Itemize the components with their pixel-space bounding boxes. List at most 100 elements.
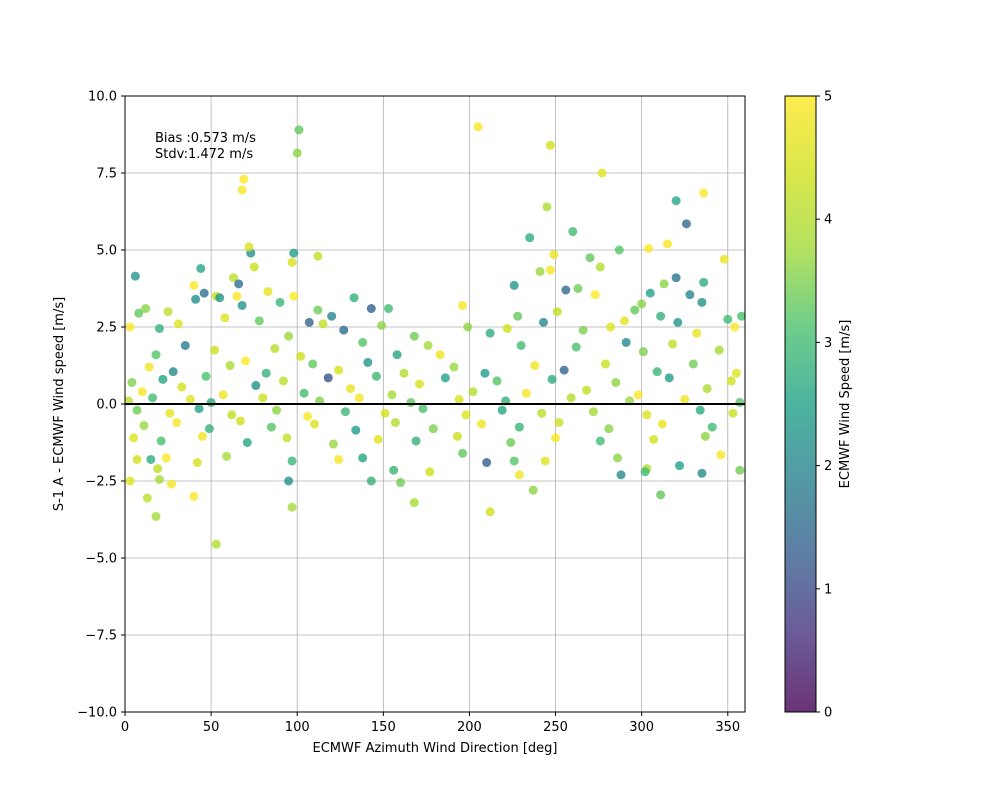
scatter-point: [597, 168, 607, 178]
scatter-point: [346, 384, 356, 394]
scatter-point: [477, 419, 486, 429]
colorbar-label: ECMWF Wind Speed [m/s]: [838, 320, 853, 489]
scatter-point: [652, 367, 662, 377]
x-tick-label: 250: [543, 720, 568, 735]
scatter-point: [229, 273, 238, 283]
scatter-point: [547, 374, 557, 384]
scatter-point: [621, 337, 631, 347]
scatter-point: [630, 305, 640, 315]
scatter-point: [225, 361, 235, 370]
scatter-point: [127, 377, 137, 387]
scatter-point: [657, 419, 667, 429]
scatter-point: [201, 371, 211, 381]
scatter-point: [668, 339, 678, 349]
scatter-point: [373, 434, 383, 444]
colorbar-tick-label: 5: [824, 90, 832, 105]
scatter-point: [409, 498, 419, 508]
x-tick-label: 150: [371, 720, 396, 735]
colorbar-axis: 0 1 2 3 4 5: [816, 90, 832, 721]
colorbar-tick-label: 4: [824, 213, 832, 228]
scatter-point: [535, 267, 545, 277]
scatter-point: [731, 368, 741, 378]
scatter-point: [452, 431, 462, 441]
scatter-point: [354, 393, 364, 403]
scatter-point: [239, 174, 249, 184]
scatter-point: [728, 408, 738, 418]
scatter-point: [645, 288, 655, 298]
scatter-point: [270, 344, 280, 354]
scatter-point: [220, 313, 230, 323]
scatter-point: [585, 253, 595, 263]
scatter-point: [358, 337, 368, 347]
scatter-point: [165, 408, 175, 418]
scatter-point: [616, 470, 626, 480]
scatter-point: [514, 470, 524, 480]
scatter-point: [595, 436, 605, 446]
y-tick-label: 7.5: [96, 167, 117, 182]
y-tick-label: −10.0: [77, 706, 117, 721]
scatter-point: [611, 377, 621, 387]
scatter-point: [351, 425, 361, 435]
scatter-point: [440, 373, 450, 383]
scatter-point: [130, 271, 140, 281]
colorbar-tick-label: 0: [824, 706, 832, 721]
scatter-point: [339, 325, 349, 335]
scatter-point: [222, 451, 232, 461]
scatter-point: [304, 317, 314, 327]
scatter-point: [308, 359, 318, 369]
scatter-point: [287, 456, 297, 466]
scatter-point: [349, 293, 359, 303]
scatter-point: [688, 359, 698, 369]
colorbar: [785, 96, 816, 712]
scatter-point: [363, 357, 373, 367]
scatter-point: [292, 148, 302, 158]
scatter-point: [185, 394, 195, 404]
scatter-point: [663, 239, 672, 249]
x-axis-label: ECMWF Azimuth Wind Direction [deg]: [313, 741, 558, 756]
scatter-point: [154, 324, 164, 334]
scatter-point: [582, 385, 592, 395]
scatter-point: [158, 374, 168, 384]
scatter-point: [509, 456, 519, 466]
scatter-point: [380, 408, 390, 418]
scatter-point: [614, 245, 624, 255]
scatter-point: [194, 404, 204, 414]
scatter-point: [425, 467, 435, 477]
scatter-point: [619, 316, 629, 326]
scatter-point: [318, 319, 328, 329]
scatter-point: [656, 311, 666, 321]
scatter-point: [449, 362, 459, 372]
y-tick-label: 5.0: [96, 244, 117, 259]
x-tick-label: 300: [629, 720, 654, 735]
scatter-point: [707, 422, 717, 432]
scatter-point: [537, 408, 547, 418]
scatter-point: [559, 365, 569, 375]
scatter-point: [573, 284, 583, 293]
scatter-point: [144, 362, 154, 372]
scatter-point: [468, 387, 478, 397]
scatter-point: [125, 322, 135, 332]
scatter-point: [506, 438, 516, 447]
scatter-point: [418, 404, 428, 414]
scatter-point: [649, 434, 659, 444]
scatter-point: [406, 397, 416, 407]
scatter-point: [516, 340, 526, 350]
x-tick-label: 200: [457, 720, 482, 735]
scatter-point: [601, 359, 610, 369]
scatter-point: [409, 331, 419, 341]
scatter-point: [258, 393, 268, 403]
scatter-point: [232, 291, 242, 301]
scatter-point: [227, 410, 237, 420]
colorbar-frame: [784, 95, 817, 713]
scatter-point: [549, 250, 559, 260]
y-tick-label: −2.5: [85, 475, 117, 490]
scatter-point: [714, 345, 724, 355]
scatter-point: [737, 311, 745, 321]
scatter-point: [716, 450, 726, 460]
scatter-point: [272, 405, 282, 415]
scatter-point: [151, 511, 161, 521]
scatter-point: [697, 297, 707, 307]
scatter-point: [237, 185, 247, 195]
scatter-point: [199, 288, 209, 298]
